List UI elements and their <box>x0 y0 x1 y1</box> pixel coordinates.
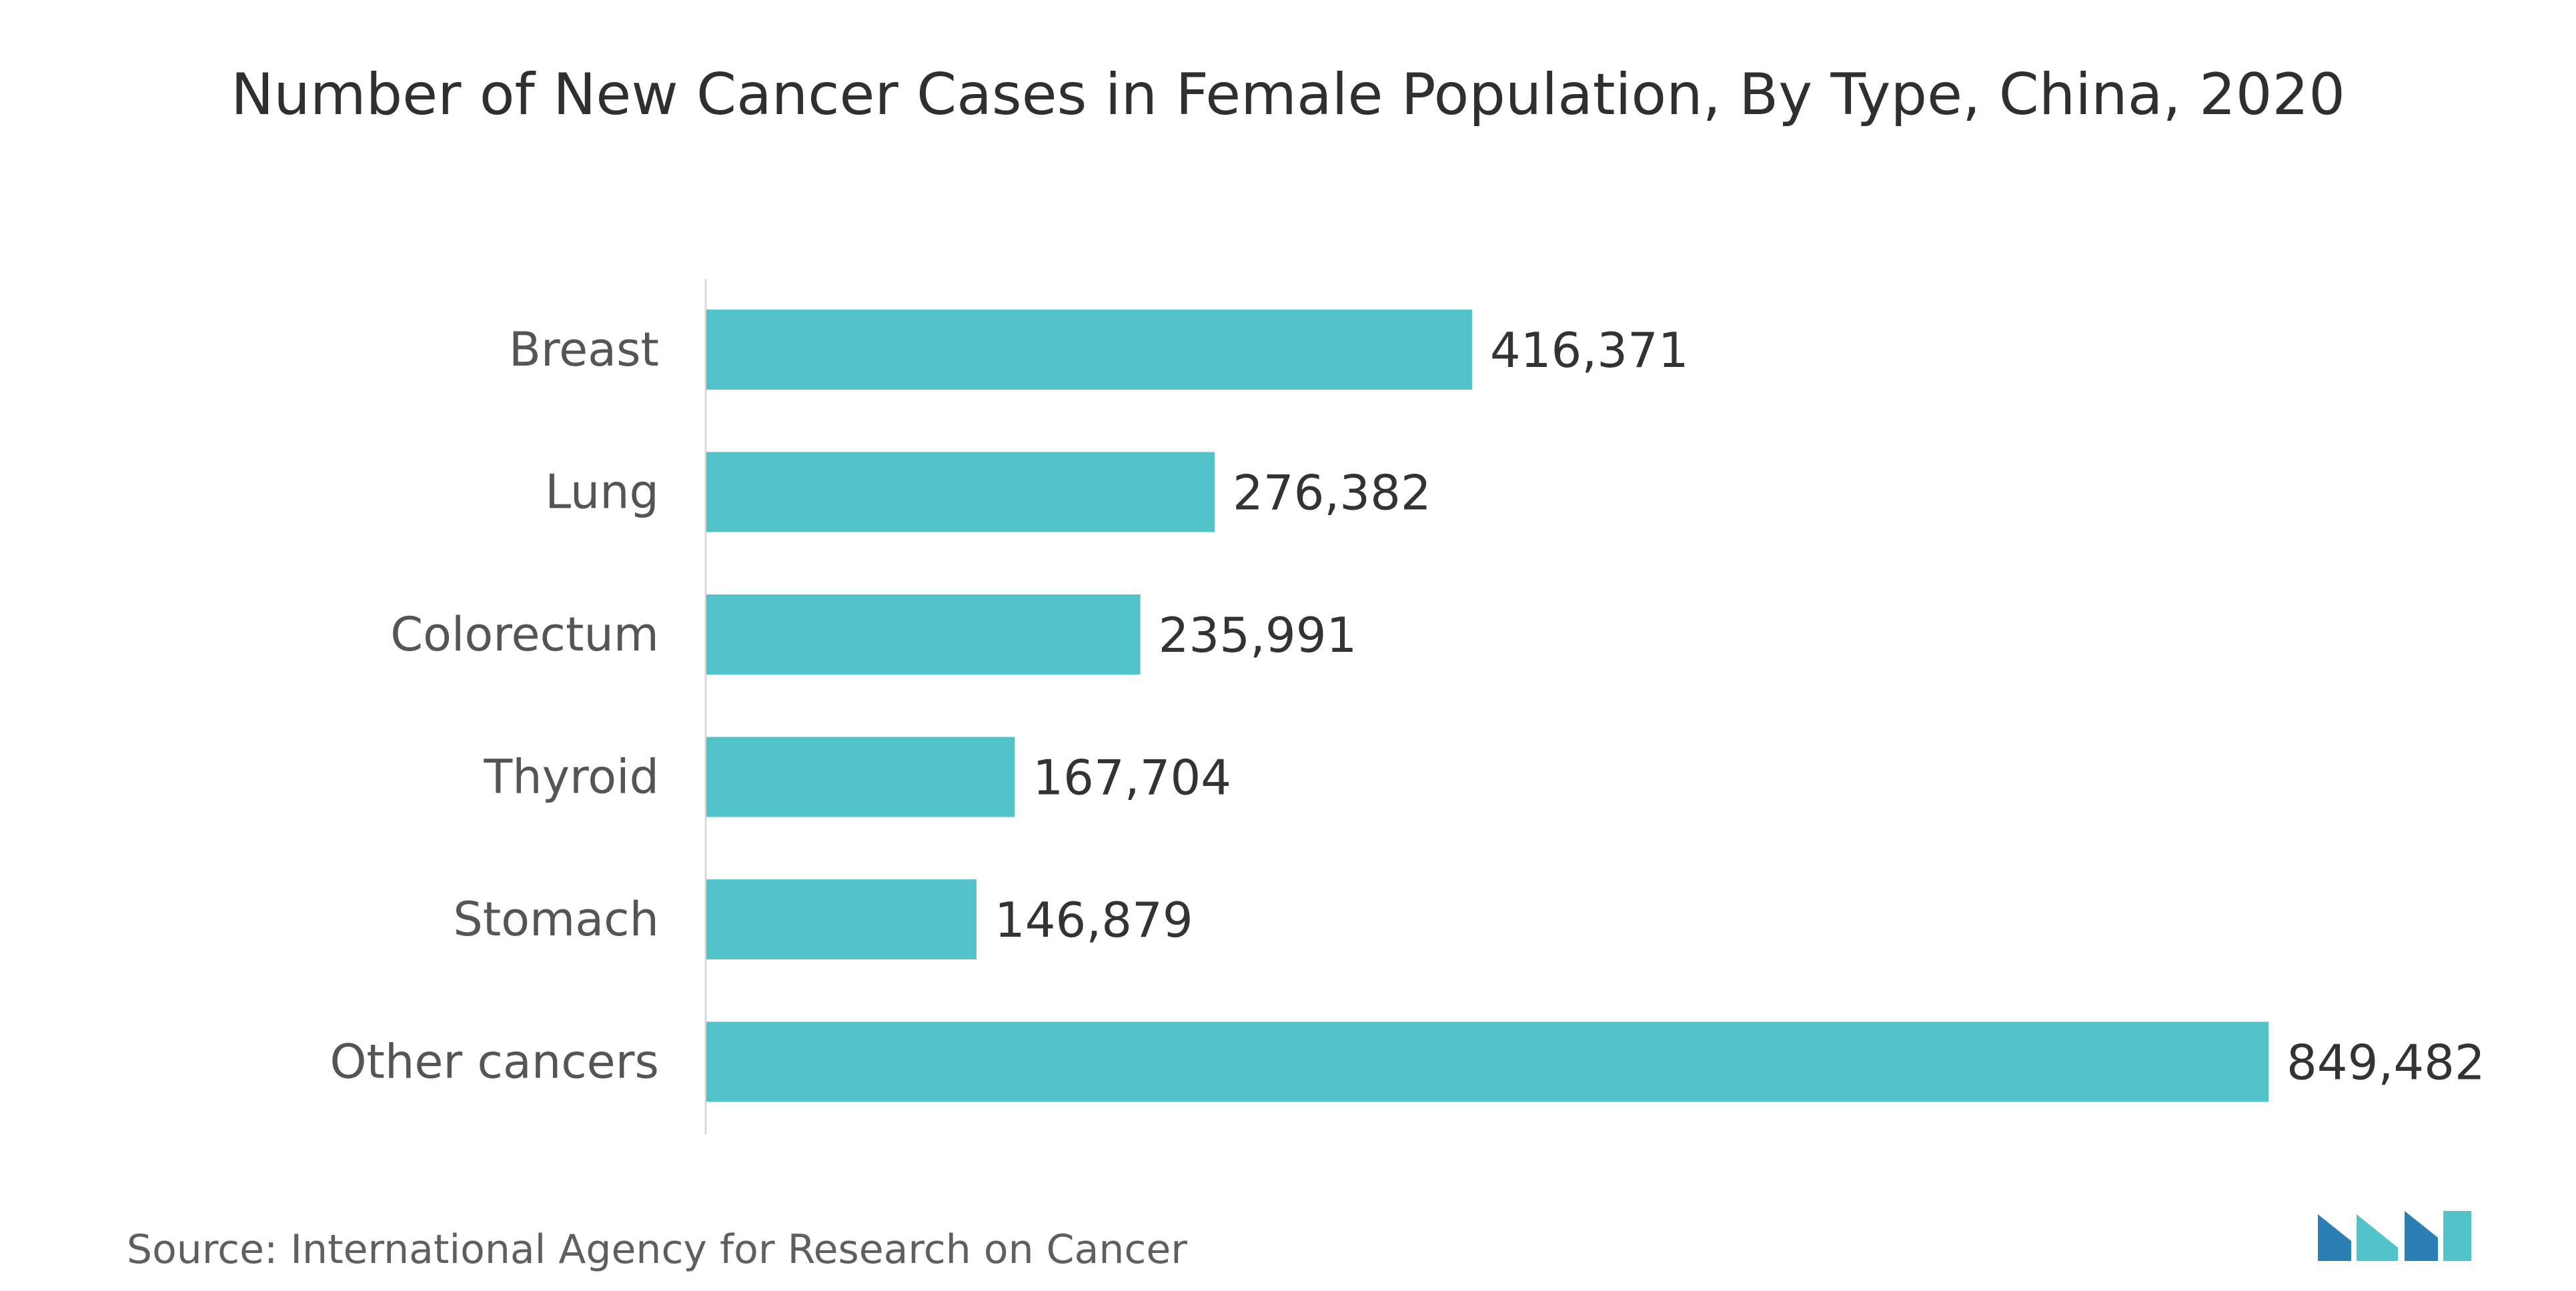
category-label: Stomach <box>453 892 659 947</box>
bar-stomach <box>706 879 977 959</box>
mordor-logo-icon <box>2318 1211 2471 1261</box>
value-label: 416,371 <box>1490 322 1689 378</box>
chart-title: Number of New Cancer Cases in Female Pop… <box>231 61 2345 128</box>
logo-mid-shape <box>2357 1214 2398 1261</box>
value-label: 849,482 <box>2287 1035 2485 1091</box>
category-label: Thyroid <box>484 750 660 805</box>
bar-breast <box>706 310 1472 390</box>
bar-lung <box>706 452 1215 532</box>
logo-end-shape <box>2443 1211 2471 1261</box>
value-label: 146,879 <box>995 892 1193 948</box>
category-label: Other cancers <box>330 1035 659 1090</box>
value-label: 235,991 <box>1159 607 1357 663</box>
logo-left-shape <box>2318 1214 2351 1261</box>
category-label: Breast <box>509 322 659 377</box>
bar-thyroid <box>706 737 1015 817</box>
value-label: 167,704 <box>1033 750 1231 806</box>
value-label: 276,382 <box>1233 465 1431 521</box>
source-note: Source: International Agency for Researc… <box>127 1226 1187 1273</box>
bar-other-cancers <box>706 1021 2269 1102</box>
category-label: Lung <box>545 465 659 520</box>
category-label: Colorectum <box>390 607 659 662</box>
bar-colorectum <box>706 594 1141 675</box>
logo-right-shape <box>2405 1211 2438 1261</box>
